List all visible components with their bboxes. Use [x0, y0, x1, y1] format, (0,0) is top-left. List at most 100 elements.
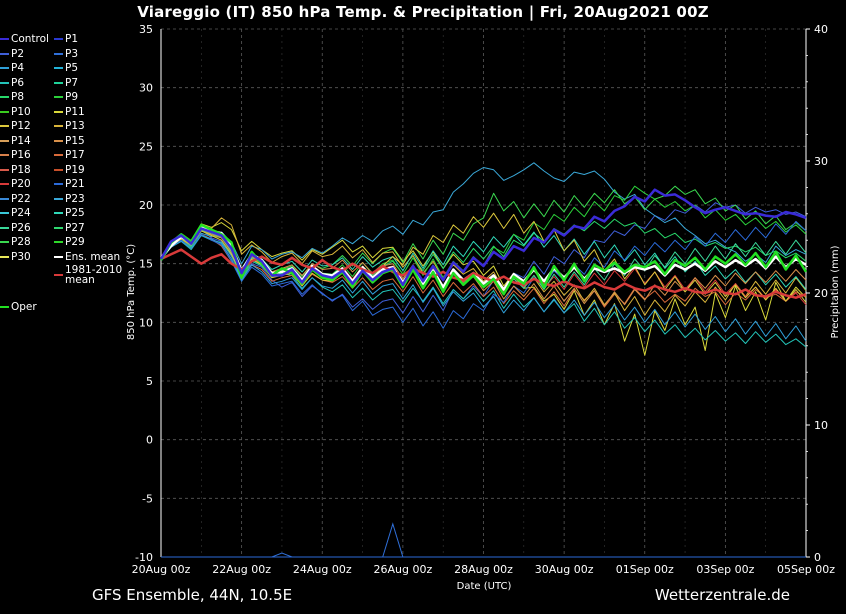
x-tick-label: 03Sep 00z: [696, 563, 754, 576]
legend-item: P23: [54, 193, 85, 207]
legend-swatch: [0, 241, 9, 243]
tick-labels: -10 -5 0 5 10 15 20 25 30 35 0 10 20 30 40 20Aug 00z 22A…: [132, 23, 836, 576]
x-tick-label: 28Aug 00z: [454, 563, 513, 576]
legend-swatch: [54, 212, 63, 214]
precipitation-series: [161, 522, 806, 558]
legend-swatch: [0, 255, 9, 258]
y-axis-label-right: Precipitation (mm): [830, 245, 841, 338]
legend-item: Ens. mean: [54, 251, 120, 265]
legend-label: P9: [65, 91, 79, 103]
y-right-tick-label: 30: [814, 155, 828, 168]
legend-swatch: [54, 67, 63, 69]
legend-label: P3: [65, 47, 79, 60]
y-tick-label: 35: [139, 23, 153, 36]
y-right-tick-label: 40: [814, 23, 828, 36]
legend-item: P14: [0, 135, 31, 149]
legend-swatch: [0, 139, 9, 142]
legend-label: P8: [11, 91, 25, 103]
legend-item: P30: [0, 251, 31, 265]
legend-item: Oper: [0, 301, 37, 315]
legend-swatch: [54, 139, 63, 142]
y-tick-label: 5: [146, 375, 153, 388]
legend-item: P18: [0, 164, 31, 178]
legend-item: P8: [0, 91, 24, 105]
legend-item: P20: [0, 178, 31, 192]
legend-swatch: [54, 183, 63, 185]
legend-label: P27: [65, 221, 85, 234]
legend-item: P6: [0, 77, 24, 91]
legend-swatch: [0, 154, 9, 156]
x-tick-label: 22Aug 00z: [212, 563, 271, 576]
legend-item: P3: [54, 48, 78, 62]
legend-item: P24: [0, 207, 31, 221]
legend-item: P22: [0, 193, 31, 207]
chart-title: Viareggio (IT) 850 hPa Temp. & Precipita…: [137, 3, 709, 21]
legend-label: P20: [11, 178, 31, 190]
legend-item: P19: [54, 164, 85, 178]
legend-label: P6: [11, 76, 25, 89]
legend-item: P21: [54, 178, 85, 192]
series-line: [160, 222, 807, 356]
legend-item: P28: [0, 236, 31, 250]
legend-swatch: [0, 110, 9, 113]
series-line: [160, 220, 807, 329]
legend-swatch: [54, 125, 63, 127]
legend-label: P4: [11, 62, 25, 74]
legend-swatch: [54, 81, 63, 84]
y-tick-label: 10: [139, 316, 153, 329]
legend-swatch: [0, 81, 9, 84]
legend-swatch: [54, 154, 63, 156]
legend-label: P21: [65, 178, 85, 190]
legend-item: Control: [0, 33, 49, 47]
x-tick-label: 24Aug 00z: [293, 563, 352, 576]
legend-swatch: [0, 38, 9, 40]
y-tick-label: 20: [139, 199, 153, 212]
legend-swatch: [54, 226, 63, 229]
legend-swatch: [0, 226, 9, 229]
legend-label: P13: [65, 120, 85, 132]
legend-swatch: [0, 168, 9, 171]
legend-label: P11: [65, 105, 85, 118]
footer-site-name: Wetterzentrale.de: [654, 586, 790, 604]
y-tick-label: 0: [146, 434, 153, 447]
legend-label: P19: [65, 163, 85, 176]
series-line: [160, 235, 807, 342]
legend-item: P25: [54, 207, 85, 221]
series-line: [160, 248, 807, 299]
legend-label: P29: [65, 236, 85, 248]
y-right-tick-label: 20: [814, 287, 828, 300]
legend-label: P24: [11, 207, 31, 219]
legend-label: 1981-2010 mean: [65, 264, 123, 286]
legend-label: P23: [65, 192, 85, 205]
legend-item: P12: [0, 120, 31, 134]
legend-item: P16: [0, 149, 31, 163]
legend-item: P2: [0, 48, 24, 62]
legend-swatch: [54, 255, 63, 258]
legend-swatch: [54, 168, 63, 171]
series-line: [160, 162, 807, 265]
legend-item: P5: [54, 62, 78, 76]
legend-swatch: [0, 197, 9, 200]
legend-label: Oper: [11, 301, 37, 314]
legend-swatch: [54, 241, 63, 243]
series-line: [160, 217, 807, 316]
y-tick-label: 25: [139, 140, 153, 153]
legend-label: Ens. mean: [65, 250, 121, 263]
y-tick-label: 15: [139, 258, 153, 271]
legend-swatch: [0, 52, 9, 55]
x-tick-label: 30Aug 00z: [535, 563, 594, 576]
legend-swatch: [54, 197, 63, 200]
legend-swatch: [54, 52, 63, 55]
legend-item: P17: [54, 149, 85, 163]
legend-swatch: [54, 274, 63, 276]
legend-swatch: [0, 125, 9, 127]
legend-item: P27: [54, 222, 85, 236]
legend-swatch: [0, 96, 9, 98]
legend-label: P28: [11, 236, 31, 248]
y-right-tick-label: 10: [814, 419, 828, 432]
x-axis-label: Date (UTC): [457, 581, 512, 592]
legend-label: P16: [11, 149, 31, 161]
y-right-tick-label: 0: [814, 551, 821, 564]
legend-label: P22: [11, 192, 31, 205]
